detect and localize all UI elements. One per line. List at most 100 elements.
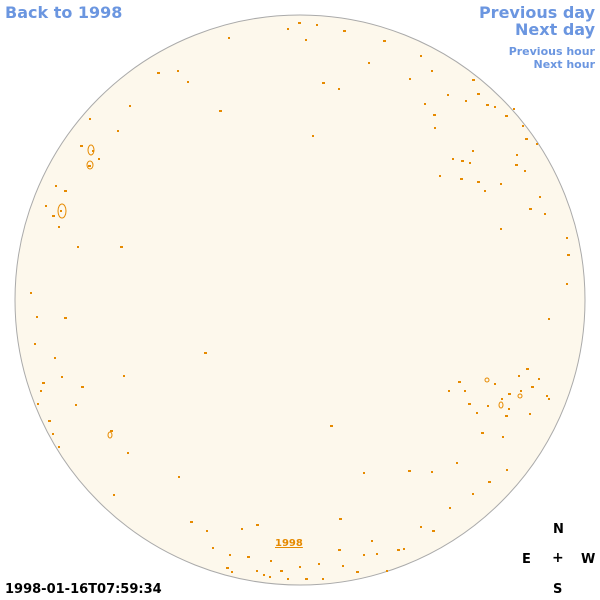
compass-east: E — [522, 552, 531, 567]
contour-speck — [256, 570, 258, 572]
solar-disk — [14, 14, 586, 586]
contour-speck — [270, 560, 272, 562]
contour-speck — [287, 28, 289, 30]
contour-speck — [177, 70, 179, 72]
contour-speck — [256, 524, 259, 526]
contour-speck — [397, 549, 400, 551]
contour-speck — [34, 343, 36, 345]
contour-speck — [110, 430, 113, 432]
contour-speck — [322, 578, 324, 580]
contour-speck — [518, 375, 520, 377]
contour-speck — [338, 549, 341, 551]
compass-west: W — [581, 552, 596, 567]
contour-speck — [501, 398, 503, 400]
next-hour-link[interactable]: Next hour — [533, 58, 596, 71]
contour-speck — [409, 78, 411, 80]
contour-speck — [529, 413, 531, 415]
contour-speck — [458, 381, 461, 383]
contour-speck — [548, 318, 550, 320]
contour-speck — [513, 108, 515, 110]
contour-speck — [190, 521, 193, 523]
contour-speck — [515, 164, 518, 166]
contour-speck — [439, 175, 441, 177]
contour-speck — [469, 162, 471, 164]
contour-loop — [87, 144, 95, 156]
timestamp: 1998-01-16T07:59:34 — [5, 582, 162, 597]
contour-speck — [567, 254, 570, 256]
contour-speck — [64, 190, 67, 192]
contour-speck — [45, 205, 47, 207]
contour-speck — [305, 39, 307, 41]
contour-speck — [40, 390, 42, 392]
contour-speck — [219, 110, 222, 112]
contour-speck — [494, 383, 496, 385]
contour-speck — [52, 433, 54, 435]
contour-speck — [157, 72, 160, 74]
contour-speck — [36, 316, 38, 318]
contour-speck — [452, 158, 454, 160]
contour-speck — [92, 150, 94, 152]
contour-speck — [60, 210, 62, 212]
contour-speck — [484, 190, 486, 192]
contour-speck — [298, 22, 301, 24]
contour-speck — [339, 518, 342, 520]
compass-south: S — [553, 582, 563, 597]
contour-speck — [120, 246, 123, 248]
contour-speck — [566, 283, 568, 285]
previous-day-link[interactable]: Previous day — [478, 3, 595, 22]
contour-speck — [48, 420, 51, 422]
contour-speck — [322, 82, 325, 84]
contour-speck — [37, 403, 39, 405]
contour-speck — [539, 196, 541, 198]
contour-speck — [516, 154, 518, 156]
contour-speck — [376, 553, 378, 555]
contour-speck — [472, 493, 474, 495]
contour-speck — [363, 472, 365, 474]
contour-speck — [263, 574, 265, 576]
contour-speck — [488, 481, 491, 483]
contour-speck — [449, 507, 451, 509]
contour-speck — [477, 93, 480, 95]
contour-speck — [486, 104, 489, 106]
contour-speck — [342, 565, 344, 567]
contour-speck — [88, 165, 91, 167]
next-day-link[interactable]: Next day — [515, 20, 595, 39]
contour-speck — [536, 143, 538, 145]
contour-speck — [525, 138, 528, 140]
contour-speck — [187, 81, 189, 83]
back-to-year-link[interactable]: Back to 1998 — [5, 3, 123, 22]
contour-speck — [464, 390, 466, 392]
contour-speck — [529, 208, 532, 210]
contour-loop — [498, 401, 504, 409]
contour-speck — [89, 118, 91, 120]
contour-speck — [472, 150, 474, 152]
contour-speck — [363, 554, 365, 556]
contour-speck — [113, 494, 115, 496]
contour-speck — [204, 352, 207, 354]
contour-speck — [494, 106, 496, 108]
contour-speck — [460, 178, 463, 180]
contour-loop — [86, 160, 94, 170]
contour-speck — [424, 103, 426, 105]
contour-loop — [107, 431, 113, 439]
contour-speck — [338, 88, 340, 90]
contour-speck — [64, 317, 67, 319]
previous-hour-link[interactable]: Previous hour — [508, 45, 595, 58]
contour-speck — [316, 24, 318, 26]
contour-speck — [228, 37, 230, 39]
contour-speck — [524, 170, 526, 172]
contour-speck — [420, 526, 422, 528]
contour-speck — [505, 115, 508, 117]
contour-speck — [403, 548, 405, 550]
contour-speck — [531, 386, 534, 388]
year-link[interactable]: 1998 — [275, 538, 303, 549]
contour-speck — [408, 470, 411, 472]
contour-speck — [127, 452, 129, 454]
contour-speck — [522, 125, 524, 127]
contour-speck — [386, 570, 388, 572]
contour-loop — [517, 393, 523, 399]
contour-speck — [231, 571, 233, 573]
contour-speck — [548, 398, 550, 400]
contour-speck — [433, 114, 436, 116]
contour-speck — [461, 160, 464, 162]
